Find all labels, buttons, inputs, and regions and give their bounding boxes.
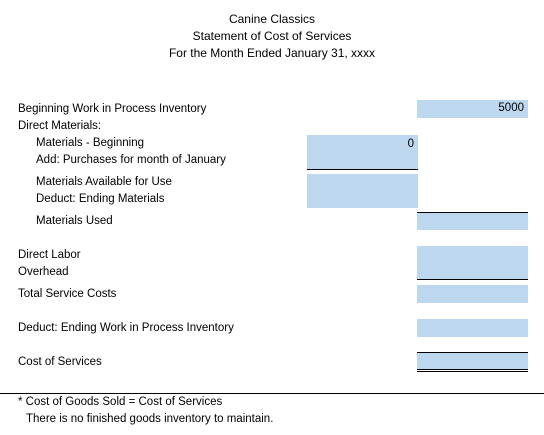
- footnote-line-2: There is no finished goods inventory to …: [26, 413, 274, 425]
- label-direct-labor: Direct Labor: [18, 249, 81, 261]
- cost-of-services-input[interactable]: [417, 353, 528, 369]
- label-beginning-wip: Beginning Work in Process Inventory: [18, 103, 207, 115]
- label-materials-available: Materials Available for Use: [36, 176, 172, 188]
- label-deduct-ending-wip: Deduct: Ending Work in Process Inventory: [18, 322, 234, 334]
- label-deduct-ending-materials: Deduct: Ending Materials: [36, 193, 165, 205]
- label-direct-materials: Direct Materials:: [18, 120, 102, 132]
- statement-period: For the Month Ended January 31, xxxx: [168, 46, 376, 60]
- beginning-wip-value: 5000: [498, 102, 524, 114]
- label-materials-used: Materials Used: [36, 215, 113, 227]
- footnote-line-1: * Cost of Goods Sold = Cost of Services: [18, 396, 223, 408]
- ending-wip-input[interactable]: [417, 319, 528, 337]
- statement-title: Statement of Cost of Services: [192, 29, 352, 43]
- label-overhead: Overhead: [18, 266, 69, 278]
- labor-overhead-rule: [417, 279, 528, 280]
- materials-used-top-rule: [417, 212, 528, 213]
- label-total-service-costs: Total Service Costs: [18, 288, 117, 300]
- total-service-costs-input[interactable]: [417, 285, 528, 303]
- materials-subtotal-rule: [307, 169, 418, 170]
- cost-of-services-double-rule-1: [417, 369, 528, 370]
- label-materials-beginning: Materials - Beginning: [36, 137, 145, 149]
- footnote-separator: [0, 393, 544, 394]
- beginning-wip-cell[interactable]: 5000: [417, 100, 528, 118]
- materials-used-input[interactable]: [417, 213, 528, 230]
- company-name: Canine Classics: [228, 12, 316, 26]
- cost-of-services-double-rule-2: [417, 371, 528, 372]
- materials-beginning-cell[interactable]: 0: [307, 135, 418, 169]
- labor-overhead-input[interactable]: [417, 246, 528, 279]
- materials-beginning-value: 0: [407, 138, 414, 150]
- cost-of-services-top-rule: [417, 352, 528, 353]
- label-add-purchases: Add: Purchases for month of January: [36, 154, 226, 166]
- materials-available-input[interactable]: [307, 174, 418, 208]
- label-cost-of-services: Cost of Services: [18, 356, 102, 368]
